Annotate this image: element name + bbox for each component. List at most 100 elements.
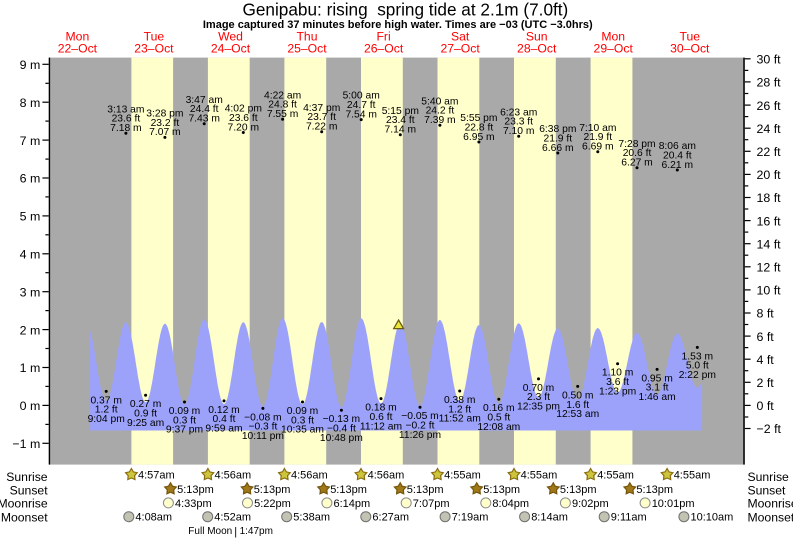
svg-text:7.18 m: 7.18 m <box>110 123 141 134</box>
svg-text:20 ft: 20 ft <box>757 168 782 182</box>
svg-text:7.20 m: 7.20 m <box>228 122 259 133</box>
svg-text:6 m: 6 m <box>20 172 41 186</box>
svg-text:8:04pm: 8:04pm <box>492 498 529 510</box>
svg-text:7.07 m: 7.07 m <box>149 127 180 138</box>
svg-text:4:56am: 4:56am <box>215 470 252 482</box>
svg-text:Sunrise: Sunrise <box>748 470 790 484</box>
svg-text:0 m: 0 m <box>20 399 41 413</box>
svg-text:4:55am: 4:55am <box>521 470 558 482</box>
svg-text:Sunrise: Sunrise <box>6 470 48 484</box>
svg-text:4 m: 4 m <box>20 248 41 262</box>
svg-text:29–Oct: 29–Oct <box>594 41 634 55</box>
svg-text:0 ft: 0 ft <box>757 399 775 413</box>
svg-text:4:56am: 4:56am <box>291 470 328 482</box>
svg-text:1:23 pm: 1:23 pm <box>599 386 636 397</box>
svg-text:7 m: 7 m <box>20 134 41 148</box>
svg-text:16 ft: 16 ft <box>757 214 782 228</box>
svg-text:5:13pm: 5:13pm <box>407 484 444 496</box>
svg-text:12 ft: 12 ft <box>757 261 782 275</box>
svg-text:7.43 m: 7.43 m <box>188 114 219 125</box>
svg-text:18 ft: 18 ft <box>757 191 782 205</box>
svg-text:4:56am: 4:56am <box>368 470 405 482</box>
svg-text:10:01pm: 10:01pm <box>652 498 695 510</box>
svg-text:4:33pm: 4:33pm <box>175 498 212 510</box>
svg-text:26–Oct: 26–Oct <box>364 41 404 55</box>
svg-text:Moonset: Moonset <box>748 510 793 524</box>
svg-text:14 ft: 14 ft <box>757 237 782 251</box>
svg-text:2 ft: 2 ft <box>757 376 775 390</box>
svg-text:10:48 pm: 10:48 pm <box>320 433 363 444</box>
svg-text:24 ft: 24 ft <box>757 122 782 136</box>
svg-text:8:14am: 8:14am <box>531 512 568 524</box>
svg-text:2 m: 2 m <box>20 323 41 337</box>
svg-text:11:26 pm: 11:26 pm <box>399 430 441 441</box>
svg-text:22–Oct: 22–Oct <box>58 41 98 55</box>
svg-text:5:13pm: 5:13pm <box>560 484 597 496</box>
svg-text:5:13pm: 5:13pm <box>254 484 291 496</box>
svg-text:9:02pm: 9:02pm <box>572 498 609 510</box>
svg-text:23–Oct: 23–Oct <box>134 41 174 55</box>
svg-text:12:53 am: 12:53 am <box>556 409 599 420</box>
svg-text:1 m: 1 m <box>20 361 41 375</box>
svg-text:7.10 m: 7.10 m <box>503 126 534 137</box>
svg-text:4:57am: 4:57am <box>138 470 175 482</box>
svg-text:5:13pm: 5:13pm <box>636 484 673 496</box>
svg-text:24–Oct: 24–Oct <box>211 41 251 55</box>
svg-text:30 ft: 30 ft <box>757 53 782 67</box>
svg-text:4:52am: 4:52am <box>214 512 251 524</box>
svg-text:4:55am: 4:55am <box>674 470 711 482</box>
svg-text:10:11 pm: 10:11 pm <box>242 431 284 442</box>
svg-text:Sunset: Sunset <box>748 484 787 498</box>
svg-text:6.27 m: 6.27 m <box>621 158 652 169</box>
svg-text:9:25 am: 9:25 am <box>127 418 164 429</box>
svg-text:7.14 m: 7.14 m <box>385 125 416 136</box>
svg-text:3 m: 3 m <box>20 285 41 299</box>
svg-text:6.66 m: 6.66 m <box>542 143 573 154</box>
svg-text:5:13pm: 5:13pm <box>177 484 214 496</box>
svg-text:9 m: 9 m <box>20 58 41 72</box>
svg-text:7.54 m: 7.54 m <box>345 109 376 120</box>
svg-text:−1 m: −1 m <box>12 437 40 451</box>
svg-text:1:47pm: 1:47pm <box>240 526 273 537</box>
svg-text:28 ft: 28 ft <box>757 76 782 90</box>
svg-text:10:10am: 10:10am <box>691 512 734 524</box>
svg-text:7.39 m: 7.39 m <box>424 115 455 126</box>
svg-text:25–Oct: 25–Oct <box>287 41 327 55</box>
svg-text:4 ft: 4 ft <box>757 353 775 367</box>
svg-text:8 ft: 8 ft <box>757 307 775 321</box>
svg-text:28–Oct: 28–Oct <box>517 41 557 55</box>
svg-text:6.21 m: 6.21 m <box>662 160 693 171</box>
svg-text:7.22 m: 7.22 m <box>306 122 337 133</box>
svg-text:5:13pm: 5:13pm <box>330 484 367 496</box>
svg-text:27–Oct: 27–Oct <box>440 41 480 55</box>
svg-text:Moonset: Moonset <box>1 510 48 524</box>
svg-text:8 m: 8 m <box>20 96 41 110</box>
svg-text:5:38am: 5:38am <box>293 512 330 524</box>
svg-text:2:22 pm: 2:22 pm <box>679 370 716 381</box>
svg-text:11:52 am: 11:52 am <box>439 414 481 425</box>
svg-text:11:12 am: 11:12 am <box>360 421 402 432</box>
svg-text:6.69 m: 6.69 m <box>582 142 613 153</box>
svg-text:6:27am: 6:27am <box>372 512 409 524</box>
svg-text:9:37 pm: 9:37 pm <box>166 425 203 436</box>
svg-text:Genipabu: rising spring tide: Genipabu: rising spring tide at 2.1m (7.… <box>243 0 569 19</box>
svg-text:1:46 am: 1:46 am <box>638 392 675 403</box>
svg-text:7:07pm: 7:07pm <box>413 498 450 510</box>
svg-text:9:11am: 9:11am <box>611 512 647 524</box>
svg-text:26 ft: 26 ft <box>757 99 782 113</box>
svg-text:9:04 pm: 9:04 pm <box>88 414 125 425</box>
svg-text:5:13pm: 5:13pm <box>483 484 520 496</box>
svg-text:4:08am: 4:08am <box>135 512 172 524</box>
svg-text:6:14pm: 6:14pm <box>334 498 371 510</box>
svg-text:Moonrise: Moonrise <box>748 497 793 511</box>
svg-text:Full Moon: Full Moon <box>188 526 232 537</box>
svg-text:6 ft: 6 ft <box>757 330 775 344</box>
svg-text:−2 ft: −2 ft <box>757 422 782 436</box>
svg-text:5:22pm: 5:22pm <box>254 498 291 510</box>
svg-text:7.55 m: 7.55 m <box>267 109 298 120</box>
svg-text:Moonrise: Moonrise <box>0 497 48 511</box>
svg-text:12:35 pm: 12:35 pm <box>517 402 560 413</box>
svg-text:10 ft: 10 ft <box>757 284 782 298</box>
svg-text:Sunset: Sunset <box>10 484 49 498</box>
svg-text:12:08 am: 12:08 am <box>477 422 520 433</box>
